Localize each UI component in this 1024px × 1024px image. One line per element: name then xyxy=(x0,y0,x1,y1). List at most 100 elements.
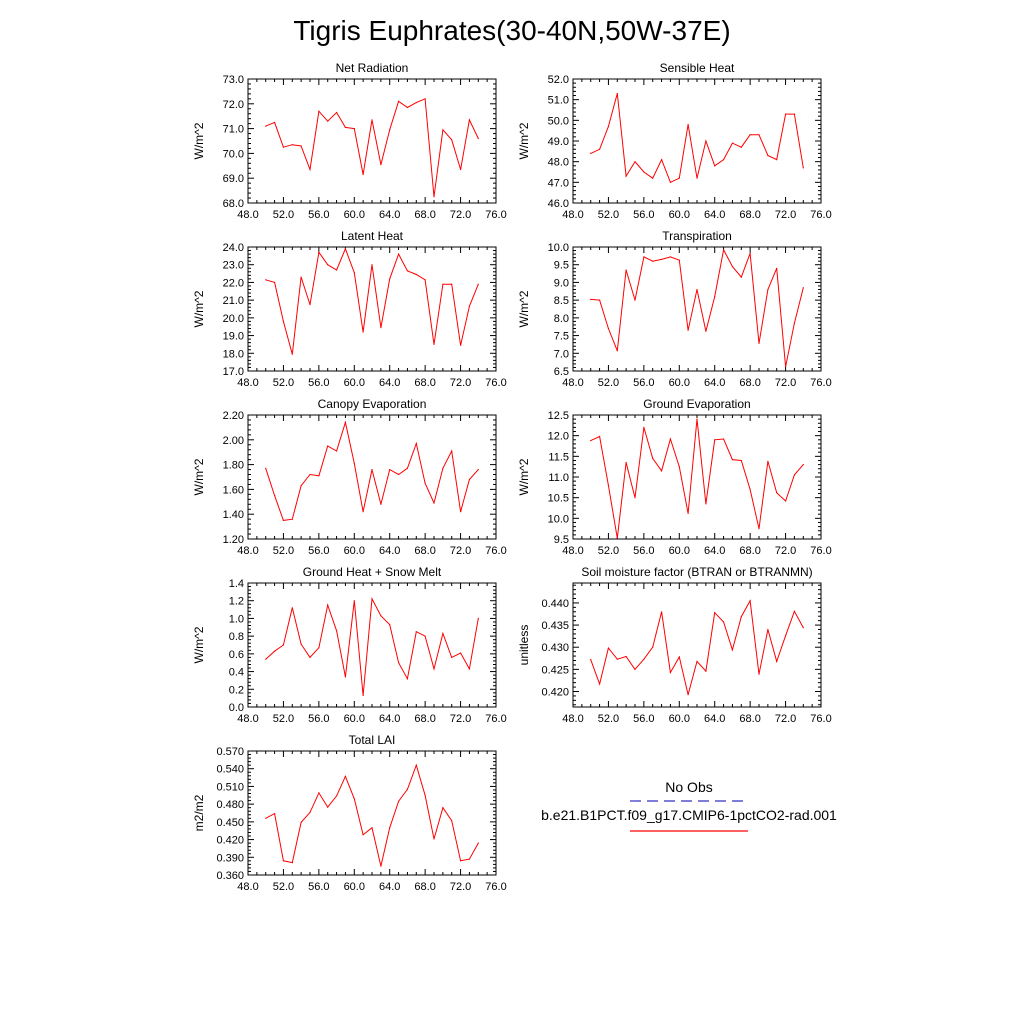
data-point xyxy=(282,320,284,322)
data-point xyxy=(687,329,689,331)
data-point xyxy=(265,658,267,660)
data-point xyxy=(740,146,742,148)
x-tick-label: 48.0 xyxy=(562,545,583,557)
data-point xyxy=(802,627,804,629)
data-point xyxy=(353,128,355,130)
x-tick-label: 76.0 xyxy=(485,377,506,389)
data-point xyxy=(793,322,796,324)
x-tick-label: 68.0 xyxy=(414,377,435,389)
data-point xyxy=(274,813,276,815)
data-point xyxy=(336,269,338,271)
x-tick-label: 56.0 xyxy=(308,881,329,893)
x-tick-label: 76.0 xyxy=(485,209,506,221)
data-point xyxy=(318,110,320,112)
data-point xyxy=(291,862,293,864)
data-point xyxy=(460,511,462,513)
data-point xyxy=(415,273,417,276)
data-point xyxy=(442,807,444,809)
y-axis-label: W/m^2 xyxy=(192,626,206,663)
x-tick-label: 64.0 xyxy=(704,209,725,221)
data-point xyxy=(661,470,663,472)
data-point xyxy=(758,673,760,675)
x-tick-label: 76.0 xyxy=(810,209,831,221)
data-point xyxy=(776,159,778,161)
y-tick-label: 70.0 xyxy=(223,148,244,160)
y-tick-label: 9.0 xyxy=(554,277,569,289)
x-tick-label: 52.0 xyxy=(598,377,619,389)
panel-title: Ground Heat + Snow Melt xyxy=(303,565,442,579)
data-point xyxy=(282,146,284,148)
data-point xyxy=(477,617,479,620)
data-point xyxy=(714,296,716,298)
data-point xyxy=(625,269,627,271)
data-point xyxy=(714,612,716,614)
data-point xyxy=(625,655,627,658)
x-tick-label: 72.0 xyxy=(775,209,796,221)
data-point xyxy=(599,299,601,301)
chart-panels: Net Radiation W/m^2 48.0 52.0 56.0 60.0 64.0 68… xyxy=(192,61,832,893)
data-point xyxy=(442,283,444,285)
data-point xyxy=(362,331,364,333)
data-point xyxy=(723,621,725,623)
data-point xyxy=(468,858,470,860)
data-point xyxy=(274,650,276,652)
x-tick-label: 56.0 xyxy=(308,545,329,557)
y-tick-label: 68.0 xyxy=(223,198,244,210)
y-tick-label: 0.440 xyxy=(541,598,569,610)
y-tick-label: 0.0 xyxy=(229,702,244,714)
data-point xyxy=(274,495,276,497)
data-point xyxy=(590,659,592,661)
data-point xyxy=(616,350,618,352)
data-point xyxy=(380,503,382,505)
y-tick-label: 47.0 xyxy=(548,177,569,189)
y-tick-label: 1.0 xyxy=(229,613,244,625)
x-tick-label: 48.0 xyxy=(562,209,583,221)
y-tick-label: 6.5 xyxy=(554,366,569,378)
x-tick-label: 52.0 xyxy=(273,881,294,893)
data-point xyxy=(758,342,760,344)
y-tick-label: 0.2 xyxy=(229,684,244,696)
data-point xyxy=(740,276,742,278)
y-tick-label: 2.00 xyxy=(223,435,244,447)
y-tick-label: 0.360 xyxy=(216,870,244,882)
data-point xyxy=(265,125,267,127)
data-point xyxy=(607,484,610,486)
data-point xyxy=(696,418,698,420)
data-point xyxy=(705,670,707,672)
y-tick-label: 1.20 xyxy=(223,534,244,546)
y-tick-label: 1.2 xyxy=(229,596,244,608)
y-tick-label: 0.430 xyxy=(541,642,569,654)
data-point xyxy=(274,281,276,283)
data-point xyxy=(309,811,311,814)
data-point xyxy=(389,469,391,471)
x-tick-label: 72.0 xyxy=(775,545,796,557)
data-point xyxy=(468,478,470,481)
panel-title: Sensible Heat xyxy=(660,61,735,75)
data-point xyxy=(424,279,426,281)
data-point xyxy=(309,168,311,171)
data-point xyxy=(300,821,302,824)
y-tick-label: 10.0 xyxy=(548,242,569,254)
data-point xyxy=(802,287,804,289)
legend-obs-label: No Obs xyxy=(665,779,712,795)
data-point xyxy=(678,466,680,468)
data-point xyxy=(678,177,680,179)
data-point xyxy=(625,175,627,177)
data-point xyxy=(327,120,329,122)
data-point xyxy=(661,159,663,161)
x-tick-label: 48.0 xyxy=(237,881,258,893)
x-tick-label: 60.0 xyxy=(344,209,365,221)
y-tick-label: 7.0 xyxy=(554,348,569,360)
data-point xyxy=(652,457,654,459)
data-point xyxy=(389,624,391,626)
data-point xyxy=(362,694,364,697)
x-tick-label: 60.0 xyxy=(344,713,365,725)
panel-title: Latent Heat xyxy=(341,229,404,243)
panel-title: Soil moisture factor (BTRAN or BTRANMN) xyxy=(581,565,812,579)
data-point xyxy=(723,159,725,161)
data-point xyxy=(451,450,453,452)
x-tick-label: 64.0 xyxy=(379,209,400,221)
y-tick-label: 72.0 xyxy=(223,99,244,111)
data-point xyxy=(300,485,302,487)
